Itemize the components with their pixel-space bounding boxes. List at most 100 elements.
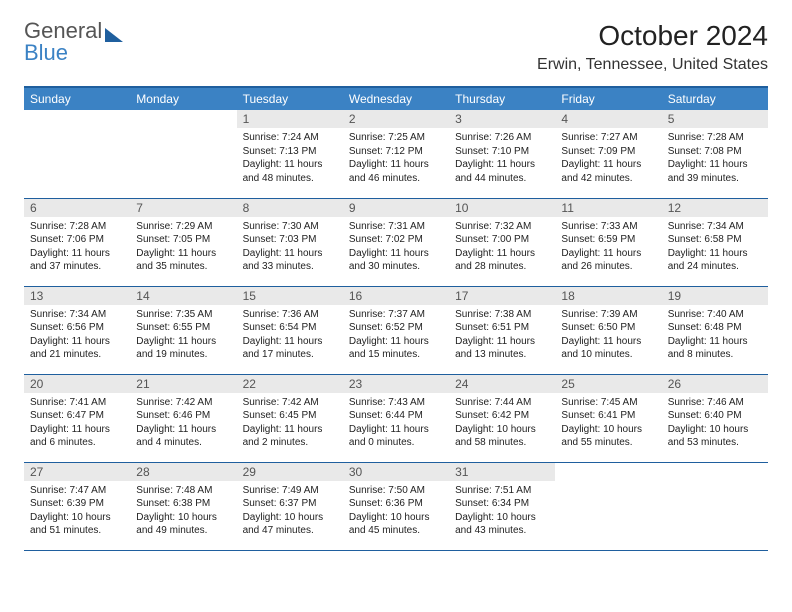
- day-number: 6: [24, 199, 130, 217]
- sunset-text: Sunset: 7:13 PM: [243, 145, 337, 159]
- daylight-text: Daylight: 11 hours and 17 minutes.: [243, 335, 337, 362]
- sunset-text: Sunset: 6:47 PM: [30, 409, 124, 423]
- daylight-text: Daylight: 11 hours and 19 minutes.: [136, 335, 230, 362]
- day-number: 22: [237, 375, 343, 393]
- sunset-text: Sunset: 6:52 PM: [349, 321, 443, 335]
- daylight-text: Daylight: 11 hours and 28 minutes.: [455, 247, 549, 274]
- daylight-text: Daylight: 11 hours and 15 minutes.: [349, 335, 443, 362]
- day-content: Sunrise: 7:34 AMSunset: 6:56 PMDaylight:…: [24, 305, 130, 366]
- sunrise-text: Sunrise: 7:51 AM: [455, 484, 549, 498]
- day-content: Sunrise: 7:46 AMSunset: 6:40 PMDaylight:…: [662, 393, 768, 454]
- sunrise-text: Sunrise: 7:36 AM: [243, 308, 337, 322]
- daylight-text: Daylight: 11 hours and 42 minutes.: [561, 158, 655, 185]
- day-number: 19: [662, 287, 768, 305]
- day-content: Sunrise: 7:29 AMSunset: 7:05 PMDaylight:…: [130, 217, 236, 278]
- calendar-cell: [24, 110, 130, 198]
- day-content: Sunrise: 7:45 AMSunset: 6:41 PMDaylight:…: [555, 393, 661, 454]
- calendar-head: SundayMondayTuesdayWednesdayThursdayFrid…: [24, 87, 768, 110]
- sunset-text: Sunset: 6:58 PM: [668, 233, 762, 247]
- sunrise-text: Sunrise: 7:45 AM: [561, 396, 655, 410]
- calendar-cell: 13Sunrise: 7:34 AMSunset: 6:56 PMDayligh…: [24, 286, 130, 374]
- day-content: Sunrise: 7:39 AMSunset: 6:50 PMDaylight:…: [555, 305, 661, 366]
- day-number: 8: [237, 199, 343, 217]
- calendar-cell: 18Sunrise: 7:39 AMSunset: 6:50 PMDayligh…: [555, 286, 661, 374]
- sunrise-text: Sunrise: 7:47 AM: [30, 484, 124, 498]
- day-content: Sunrise: 7:28 AMSunset: 7:08 PMDaylight:…: [662, 128, 768, 189]
- sunrise-text: Sunrise: 7:31 AM: [349, 220, 443, 234]
- day-content: Sunrise: 7:42 AMSunset: 6:46 PMDaylight:…: [130, 393, 236, 454]
- calendar-cell: 17Sunrise: 7:38 AMSunset: 6:51 PMDayligh…: [449, 286, 555, 374]
- sunrise-text: Sunrise: 7:38 AM: [455, 308, 549, 322]
- sunrise-text: Sunrise: 7:34 AM: [668, 220, 762, 234]
- calendar-cell: 23Sunrise: 7:43 AMSunset: 6:44 PMDayligh…: [343, 374, 449, 462]
- sunrise-text: Sunrise: 7:32 AM: [455, 220, 549, 234]
- daylight-text: Daylight: 11 hours and 44 minutes.: [455, 158, 549, 185]
- calendar-cell: 8Sunrise: 7:30 AMSunset: 7:03 PMDaylight…: [237, 198, 343, 286]
- daylight-text: Daylight: 11 hours and 33 minutes.: [243, 247, 337, 274]
- day-content: Sunrise: 7:35 AMSunset: 6:55 PMDaylight:…: [130, 305, 236, 366]
- daylight-text: Daylight: 11 hours and 30 minutes.: [349, 247, 443, 274]
- calendar-cell: 25Sunrise: 7:45 AMSunset: 6:41 PMDayligh…: [555, 374, 661, 462]
- daylight-text: Daylight: 10 hours and 43 minutes.: [455, 511, 549, 538]
- header: General Blue October 2024 Erwin, Tenness…: [24, 20, 768, 74]
- calendar-cell: 2Sunrise: 7:25 AMSunset: 7:12 PMDaylight…: [343, 110, 449, 198]
- sunset-text: Sunset: 6:50 PM: [561, 321, 655, 335]
- sunrise-text: Sunrise: 7:48 AM: [136, 484, 230, 498]
- calendar-cell: 26Sunrise: 7:46 AMSunset: 6:40 PMDayligh…: [662, 374, 768, 462]
- sunrise-text: Sunrise: 7:44 AM: [455, 396, 549, 410]
- title-block: October 2024 Erwin, Tennessee, United St…: [537, 20, 768, 74]
- daylight-text: Daylight: 11 hours and 2 minutes.: [243, 423, 337, 450]
- calendar-cell: 20Sunrise: 7:41 AMSunset: 6:47 PMDayligh…: [24, 374, 130, 462]
- day-content: Sunrise: 7:28 AMSunset: 7:06 PMDaylight:…: [24, 217, 130, 278]
- daylight-text: Daylight: 11 hours and 13 minutes.: [455, 335, 549, 362]
- day-content: Sunrise: 7:30 AMSunset: 7:03 PMDaylight:…: [237, 217, 343, 278]
- day-content: Sunrise: 7:51 AMSunset: 6:34 PMDaylight:…: [449, 481, 555, 542]
- day-number: 23: [343, 375, 449, 393]
- sunset-text: Sunset: 6:46 PM: [136, 409, 230, 423]
- calendar-week: 27Sunrise: 7:47 AMSunset: 6:39 PMDayligh…: [24, 462, 768, 550]
- sunrise-text: Sunrise: 7:28 AM: [30, 220, 124, 234]
- sunrise-text: Sunrise: 7:29 AM: [136, 220, 230, 234]
- day-number: 12: [662, 199, 768, 217]
- daylight-text: Daylight: 10 hours and 45 minutes.: [349, 511, 443, 538]
- sunset-text: Sunset: 7:08 PM: [668, 145, 762, 159]
- sunset-text: Sunset: 6:42 PM: [455, 409, 549, 423]
- day-number: 9: [343, 199, 449, 217]
- sunrise-text: Sunrise: 7:41 AM: [30, 396, 124, 410]
- calendar-week: 13Sunrise: 7:34 AMSunset: 6:56 PMDayligh…: [24, 286, 768, 374]
- sunrise-text: Sunrise: 7:42 AM: [136, 396, 230, 410]
- daylight-text: Daylight: 11 hours and 8 minutes.: [668, 335, 762, 362]
- sunset-text: Sunset: 6:51 PM: [455, 321, 549, 335]
- calendar-cell: 1Sunrise: 7:24 AMSunset: 7:13 PMDaylight…: [237, 110, 343, 198]
- day-content: Sunrise: 7:36 AMSunset: 6:54 PMDaylight:…: [237, 305, 343, 366]
- daylight-text: Daylight: 11 hours and 6 minutes.: [30, 423, 124, 450]
- day-number: 31: [449, 463, 555, 481]
- calendar-week: 6Sunrise: 7:28 AMSunset: 7:06 PMDaylight…: [24, 198, 768, 286]
- daylight-text: Daylight: 11 hours and 46 minutes.: [349, 158, 443, 185]
- day-content: Sunrise: 7:24 AMSunset: 7:13 PMDaylight:…: [237, 128, 343, 189]
- day-content: Sunrise: 7:42 AMSunset: 6:45 PMDaylight:…: [237, 393, 343, 454]
- sunrise-text: Sunrise: 7:28 AM: [668, 131, 762, 145]
- sunrise-text: Sunrise: 7:35 AM: [136, 308, 230, 322]
- sunrise-text: Sunrise: 7:24 AM: [243, 131, 337, 145]
- logo: General Blue: [24, 20, 123, 64]
- day-content: Sunrise: 7:34 AMSunset: 6:58 PMDaylight:…: [662, 217, 768, 278]
- calendar-cell: [662, 462, 768, 550]
- calendar-cell: 11Sunrise: 7:33 AMSunset: 6:59 PMDayligh…: [555, 198, 661, 286]
- calendar-week: 1Sunrise: 7:24 AMSunset: 7:13 PMDaylight…: [24, 110, 768, 198]
- sunset-text: Sunset: 6:44 PM: [349, 409, 443, 423]
- sunrise-text: Sunrise: 7:40 AM: [668, 308, 762, 322]
- day-content: Sunrise: 7:48 AMSunset: 6:38 PMDaylight:…: [130, 481, 236, 542]
- day-number: 29: [237, 463, 343, 481]
- sunrise-text: Sunrise: 7:49 AM: [243, 484, 337, 498]
- calendar-cell: 19Sunrise: 7:40 AMSunset: 6:48 PMDayligh…: [662, 286, 768, 374]
- daylight-text: Daylight: 11 hours and 21 minutes.: [30, 335, 124, 362]
- day-content: Sunrise: 7:38 AMSunset: 6:51 PMDaylight:…: [449, 305, 555, 366]
- day-number: 21: [130, 375, 236, 393]
- daylight-text: Daylight: 11 hours and 10 minutes.: [561, 335, 655, 362]
- day-content: Sunrise: 7:25 AMSunset: 7:12 PMDaylight:…: [343, 128, 449, 189]
- day-content: Sunrise: 7:32 AMSunset: 7:00 PMDaylight:…: [449, 217, 555, 278]
- calendar-cell: 15Sunrise: 7:36 AMSunset: 6:54 PMDayligh…: [237, 286, 343, 374]
- sunset-text: Sunset: 6:36 PM: [349, 497, 443, 511]
- day-header: Saturday: [662, 87, 768, 110]
